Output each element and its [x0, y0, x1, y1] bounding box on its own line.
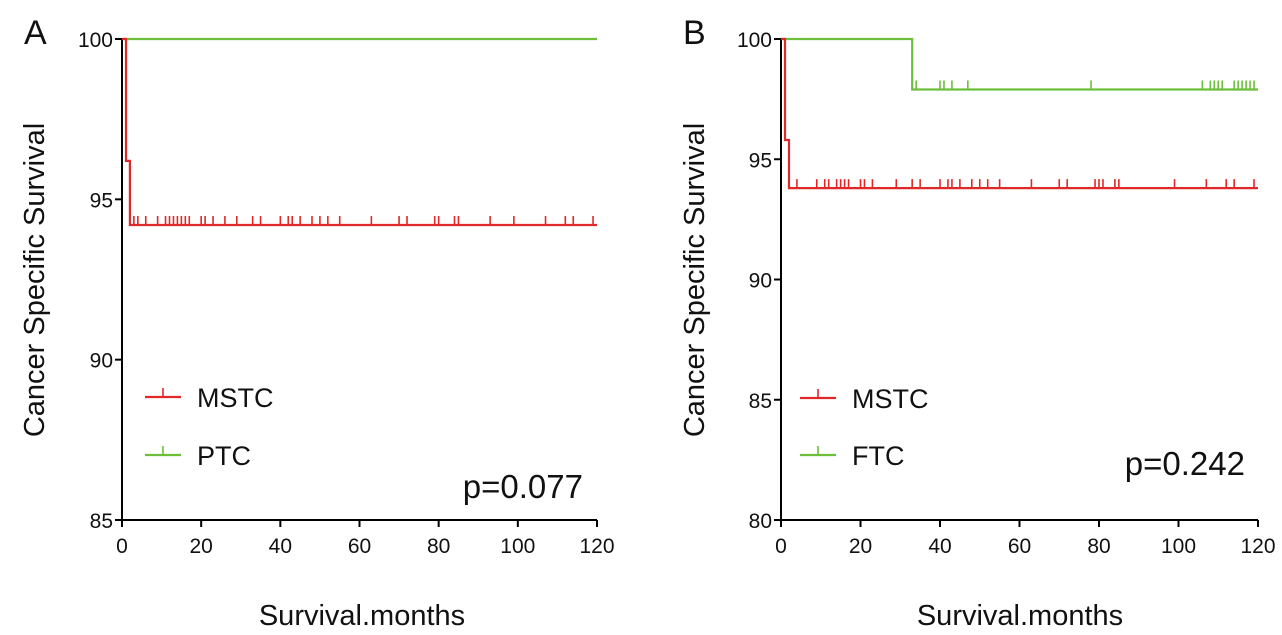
x-axis-title-b: Survival.months: [917, 600, 1123, 632]
legend-a: MSTC PTC: [145, 383, 274, 471]
x-tick-label-60: 60: [1008, 535, 1031, 558]
x-tick-label-40: 40: [269, 535, 292, 558]
chart-panel-b: B Cancer Specific Survival Survival.mont…: [679, 14, 1276, 632]
legend-label-mstc: MSTC: [852, 384, 929, 414]
ticks-b: 0 20 40 60 80 100 120 80 85 90 95 100: [737, 29, 1276, 558]
x-tick-label-100: 100: [500, 535, 535, 558]
panel-letter-b: B: [683, 14, 706, 52]
x-axis-title-a: Survival.months: [259, 600, 465, 632]
y-tick-label-100: 100: [78, 29, 113, 52]
x-tick-label-120: 120: [1240, 535, 1275, 558]
legend-b: MSTC FTC: [800, 384, 929, 471]
y-axis-title-a: Cancer Specific Survival: [19, 123, 51, 437]
p-value-a: p=0.077: [463, 468, 583, 505]
p-value-b: p=0.242: [1125, 445, 1245, 482]
x-tick-label-0: 0: [116, 535, 128, 558]
survival-curve-ftc: [781, 37, 1258, 91]
y-tick-label-90: 90: [749, 270, 772, 293]
x-tick-label-0: 0: [775, 535, 787, 558]
ticks-a: 0 20 40 60 80 100 120 85 90 95 100: [78, 29, 615, 558]
y-tick-label-80: 80: [749, 510, 772, 533]
y-tick-label-85: 85: [749, 390, 772, 413]
y-tick-label-100: 100: [737, 29, 772, 52]
panel-letter-a: A: [24, 14, 47, 52]
series-b: [781, 37, 1258, 190]
y-tick-label-85: 85: [90, 510, 113, 533]
x-tick-label-60: 60: [348, 535, 371, 558]
legend-label-ftc: FTC: [852, 441, 904, 471]
legend-label-ptc: PTC: [197, 441, 251, 471]
x-tick-label-80: 80: [1087, 535, 1110, 558]
y-tick-label-95: 95: [749, 149, 772, 172]
legend-label-mstc: MSTC: [197, 383, 274, 413]
x-tick-label-120: 120: [579, 535, 614, 558]
survival-curve-mstc: [122, 37, 597, 227]
x-tick-label-40: 40: [928, 535, 951, 558]
x-tick-label-100: 100: [1161, 535, 1196, 558]
y-axis-title-b: Cancer Specific Survival: [679, 123, 711, 437]
chart-panel-a: A Cancer Specific Survival Survival.mont…: [19, 14, 615, 632]
series-a: [122, 37, 597, 227]
x-tick-label-20: 20: [189, 535, 212, 558]
x-tick-label-80: 80: [427, 535, 450, 558]
y-tick-label-90: 90: [90, 350, 113, 373]
survival-curve-mstc: [781, 37, 1258, 190]
y-tick-label-95: 95: [90, 189, 113, 212]
x-tick-label-20: 20: [849, 535, 872, 558]
